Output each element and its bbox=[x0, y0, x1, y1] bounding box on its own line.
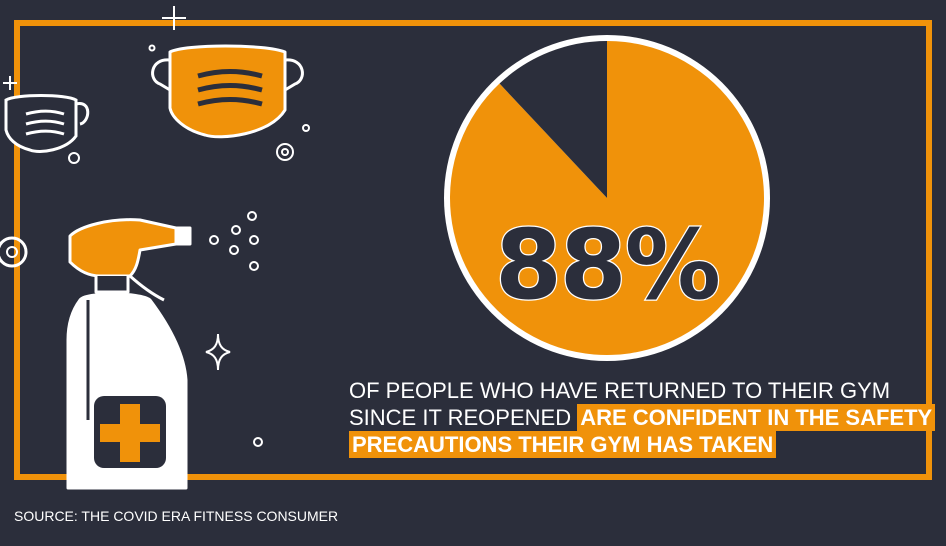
caption-plain: OF PEOPLE WHO HAVE RETURNED TO THEIR GYM… bbox=[349, 378, 891, 430]
sparkle-decorations bbox=[0, 6, 310, 447]
small-face-mask-icon bbox=[4, 94, 90, 153]
pie-center-label: 88% bbox=[495, 209, 719, 321]
pie-chart: 88% bbox=[444, 35, 770, 361]
spray-bottle-icon bbox=[66, 218, 192, 490]
pie-slice-1 bbox=[449, 41, 764, 355]
source-note: SOURCE: THE COVID ERA FITNESS CONSUMER bbox=[14, 508, 339, 524]
pie-slice-2 bbox=[499, 41, 607, 198]
face-mask-icon bbox=[151, 44, 304, 139]
stat-caption: OF PEOPLE WHO HAVE RETURNED TO THEIR GYM… bbox=[349, 377, 946, 458]
